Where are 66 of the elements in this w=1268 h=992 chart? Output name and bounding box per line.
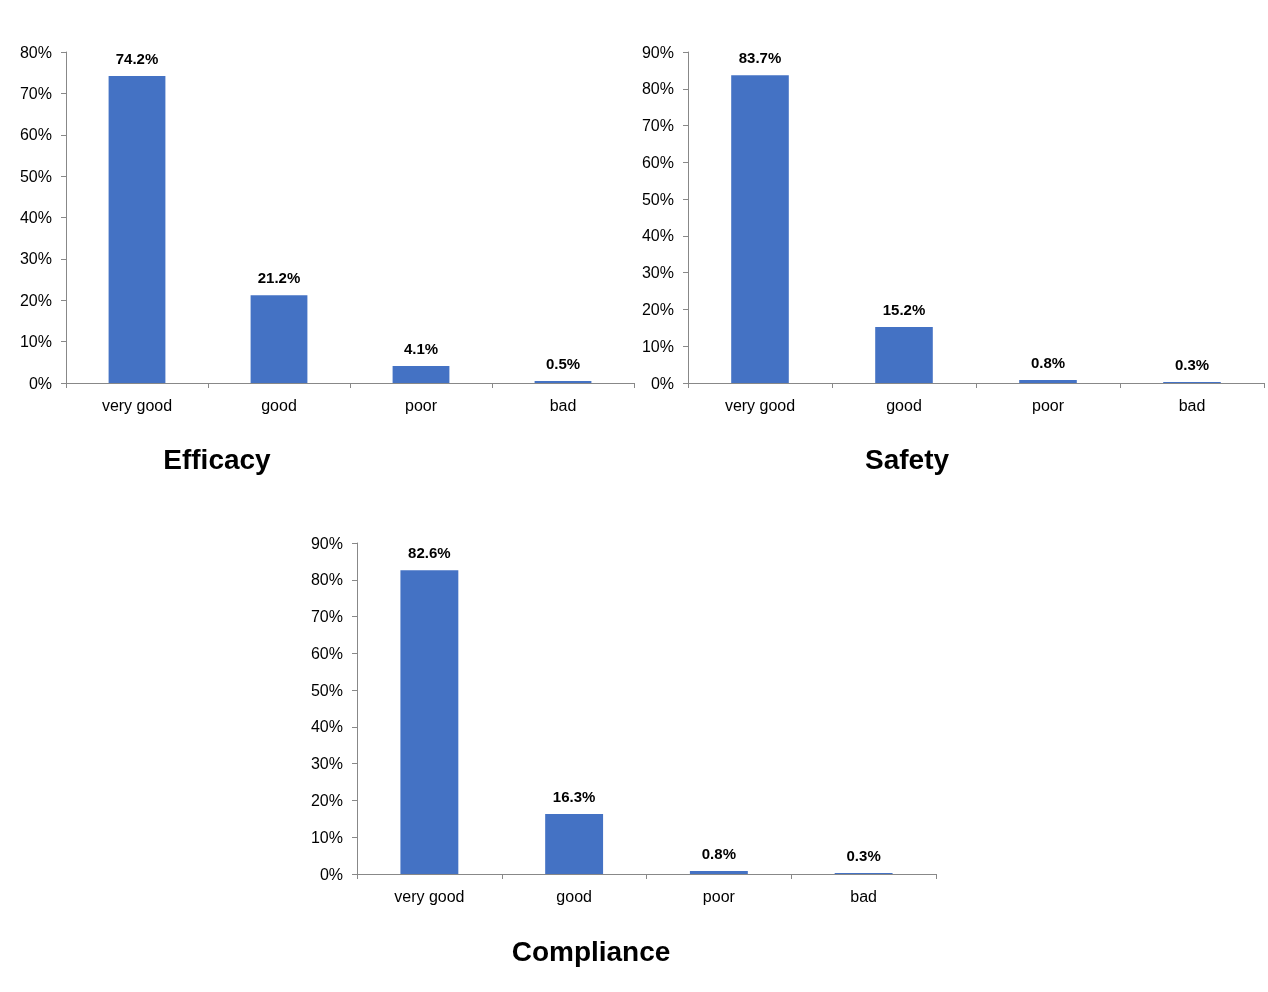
x-tick-label: poor xyxy=(702,887,736,905)
bar xyxy=(400,570,459,874)
data-label: 0.5% xyxy=(545,354,581,372)
bar xyxy=(689,871,748,874)
y-tick-label: 60% xyxy=(310,644,343,662)
y-tick-label: 40% xyxy=(641,227,674,245)
data-label: 0.3% xyxy=(846,846,881,864)
data-label: 16.3% xyxy=(552,788,596,806)
y-tick-label: 90% xyxy=(641,43,674,61)
y-tick-label: 70% xyxy=(641,117,674,135)
y-tick-label: 0% xyxy=(319,865,343,883)
bar xyxy=(250,295,308,383)
data-label: 0.8% xyxy=(701,845,736,863)
y-tick-label: 30% xyxy=(19,250,52,268)
y-tick-label: 60% xyxy=(641,153,674,171)
y-tick-label: 40% xyxy=(19,209,52,226)
x-tick-label: good xyxy=(261,396,297,414)
y-tick-label: 60% xyxy=(19,126,52,144)
x-tick-label: bad xyxy=(1178,396,1206,414)
y-tick-label: 40% xyxy=(310,718,343,736)
y-tick-label: 10% xyxy=(641,337,674,355)
y-tick-label: 20% xyxy=(19,291,52,309)
data-label: 15.2% xyxy=(882,301,926,319)
bar xyxy=(875,327,933,383)
y-tick-label: 20% xyxy=(641,300,674,318)
x-tick-label: poor xyxy=(1031,396,1065,414)
x-tick-label: very good xyxy=(101,396,173,414)
bar xyxy=(1019,380,1077,383)
text: Safety xyxy=(864,443,950,475)
y-tick-label: 90% xyxy=(310,534,343,552)
y-tick-label: 10% xyxy=(19,333,52,351)
text: Compliance xyxy=(511,935,671,967)
x-tick-label: very good xyxy=(724,396,796,414)
bar xyxy=(545,814,604,874)
y-tick-label: 20% xyxy=(310,791,343,809)
y-tick-label: 80% xyxy=(19,43,52,61)
y-tick-label: 80% xyxy=(641,80,674,98)
y-tick-label: 30% xyxy=(310,755,343,773)
data-label: 82.6% xyxy=(408,544,451,562)
x-tick-label: good xyxy=(556,887,592,905)
bar xyxy=(108,76,166,383)
text: Efficacy xyxy=(163,443,272,475)
y-tick-label: 30% xyxy=(641,264,674,282)
y-tick-label: 50% xyxy=(19,167,52,185)
data-label: 0.8% xyxy=(1030,354,1066,372)
y-tick-label: 50% xyxy=(310,681,343,699)
data-label: 21.2% xyxy=(257,269,301,287)
data-label: 83.7% xyxy=(738,49,782,67)
x-tick-label: very good xyxy=(394,887,465,905)
x-tick-label: bad xyxy=(549,396,577,414)
y-tick-label: 70% xyxy=(19,84,52,102)
bar xyxy=(392,366,450,383)
y-tick-label: 70% xyxy=(310,608,343,626)
x-tick-label: bad xyxy=(850,887,877,905)
x-tick-label: poor xyxy=(404,396,438,414)
data-label: 0.3% xyxy=(1174,355,1210,373)
y-tick-label: 0% xyxy=(28,374,52,392)
y-tick-label: 80% xyxy=(310,571,343,589)
y-tick-label: 50% xyxy=(641,190,674,208)
bar xyxy=(534,380,592,383)
data-label: 74.2% xyxy=(115,50,159,67)
bar xyxy=(731,75,789,383)
data-label: 4.1% xyxy=(403,340,439,358)
y-tick-label: 10% xyxy=(310,828,343,846)
y-tick-label: 0% xyxy=(650,374,674,392)
x-tick-label: good xyxy=(886,396,922,414)
